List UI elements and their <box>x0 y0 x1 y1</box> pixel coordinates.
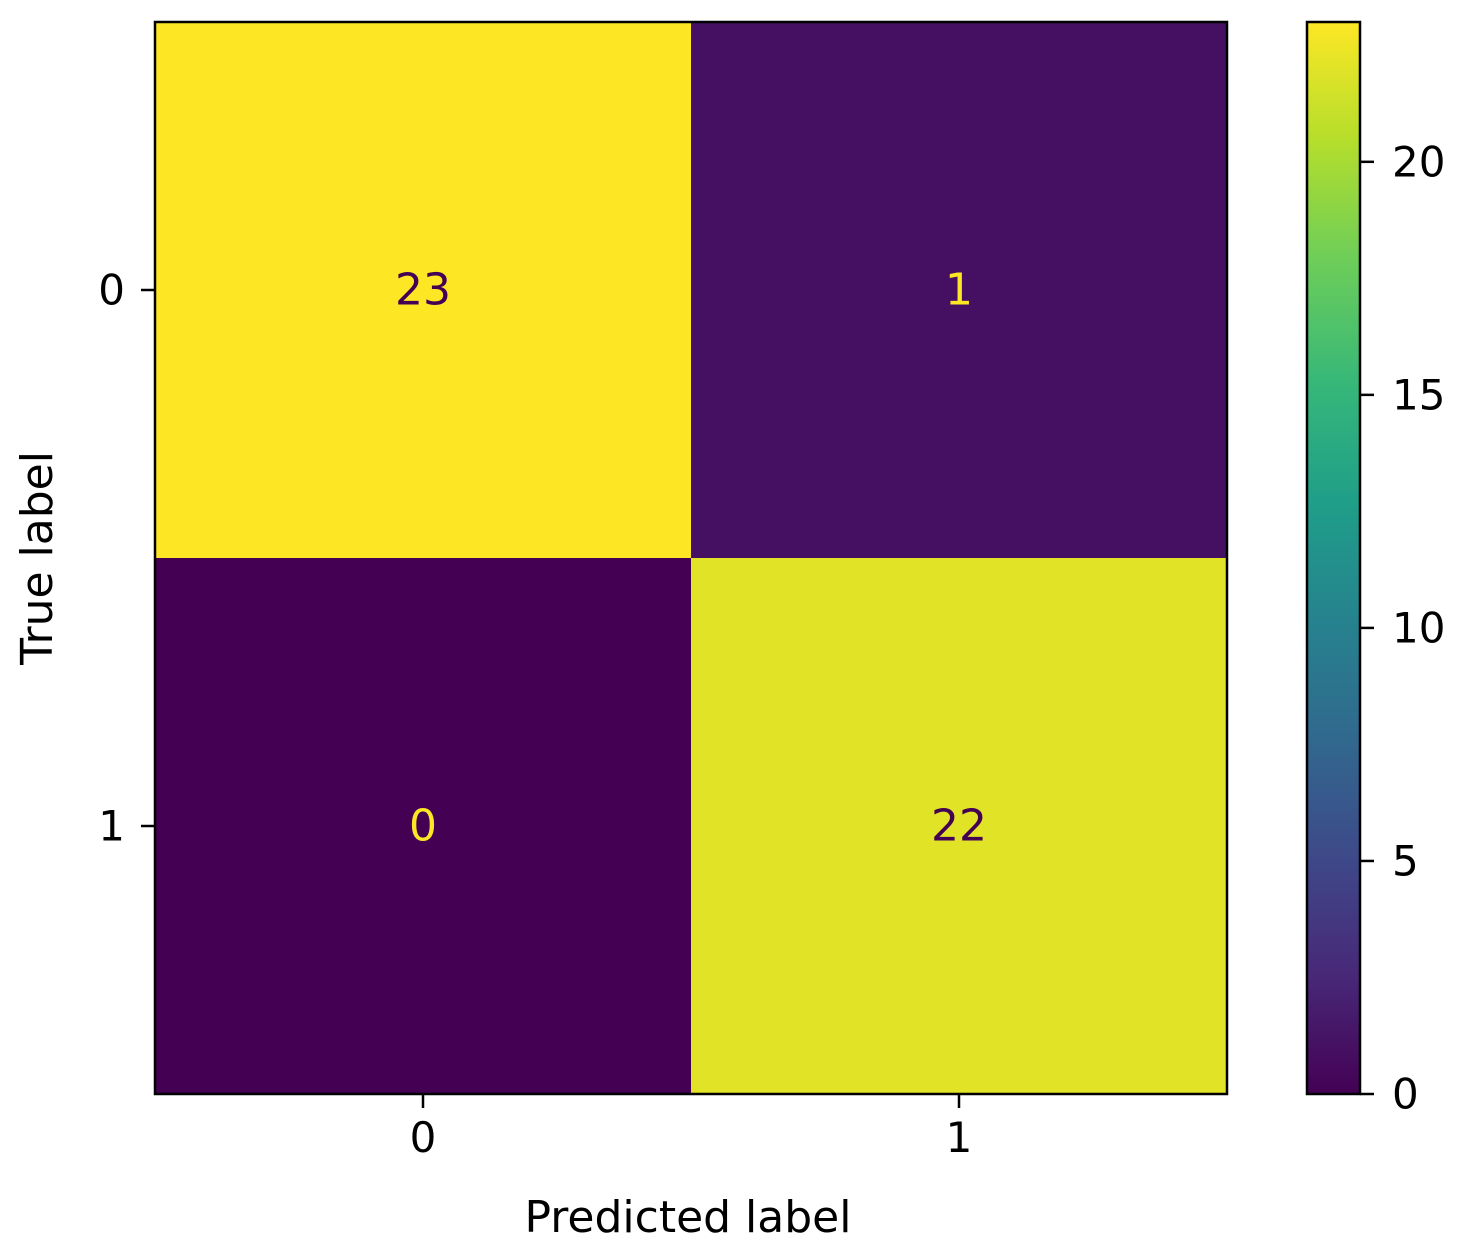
x-tick-label-0: 0 <box>410 1113 437 1162</box>
cell-value-label-1-1: 22 <box>931 801 987 852</box>
colorbar-tick-label-0: 0 <box>1392 1070 1419 1119</box>
y-tick-label-1: 1 <box>98 802 125 851</box>
plot-frame <box>153 20 1229 1096</box>
cell-value-label-1-0: 0 <box>409 801 437 852</box>
colorbar-tick-label-1: 5 <box>1392 836 1419 885</box>
colorbar-tick-label-2: 10 <box>1392 603 1445 652</box>
colorbar-tick-label-3: 15 <box>1392 370 1445 419</box>
heatmap-cell-1-0 <box>155 558 691 1094</box>
heatmap-cells <box>155 22 1227 1094</box>
heatmap-cell-labels: 23 1 0 22 <box>395 265 987 852</box>
heatmap-cell-0-0 <box>155 22 691 558</box>
y-axis-ticks: 01 <box>98 266 155 851</box>
heatmap-cell-0-1 <box>691 22 1227 558</box>
colorbar-ticks: 0 5 10 15 20 <box>1360 137 1445 1119</box>
x-tick-label-1: 1 <box>946 1113 973 1162</box>
x-axis-title: Predicted label <box>525 1192 852 1243</box>
colorbar <box>1305 20 1362 1096</box>
heatmap-cell-1-1 <box>691 558 1227 1094</box>
cell-value-label-0-1: 1 <box>945 265 973 316</box>
colorbar-tick-label-4: 20 <box>1392 137 1445 186</box>
cell-value-label-0-0: 23 <box>395 265 451 316</box>
y-tick-label-0: 0 <box>98 266 125 315</box>
y-axis-title: True label <box>12 451 63 666</box>
